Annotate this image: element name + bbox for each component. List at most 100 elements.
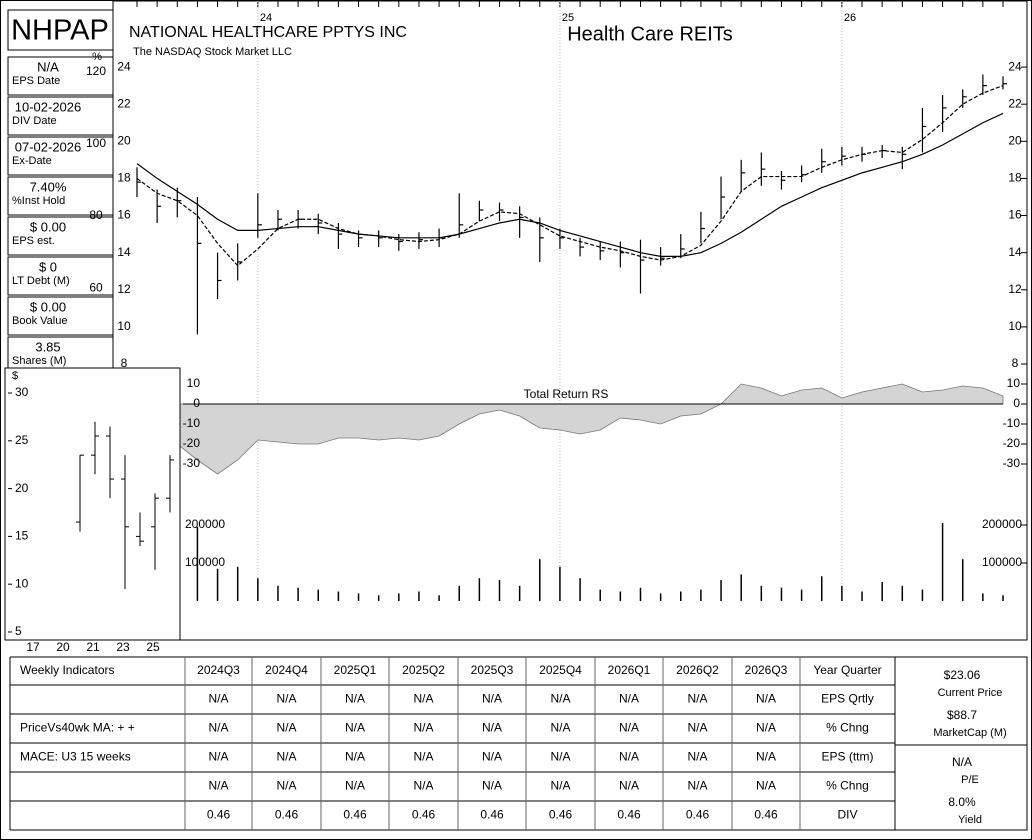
y-tick-label: 12 — [1008, 282, 1022, 296]
table-cell: N/A — [619, 692, 639, 706]
y-tick-label: 16 — [1008, 208, 1022, 222]
row-label: MACE: U3 15 weeks — [20, 750, 131, 764]
table-cell: 0.46 — [480, 808, 504, 822]
row-metric: % Chng — [826, 721, 869, 735]
y-tick-label: 18 — [117, 171, 131, 185]
summary-label: Current Price — [938, 687, 1003, 699]
table-cell: N/A — [550, 779, 570, 793]
table-header: 2024Q4 — [265, 663, 308, 677]
inset-box — [4, 367, 181, 641]
stat-value: N/A — [37, 59, 59, 74]
table-cell: N/A — [550, 721, 570, 735]
rs-tick-label: -20 — [1003, 436, 1021, 450]
industry: Health Care REITs — [567, 23, 733, 45]
summary-box — [894, 744, 1028, 831]
summary-value: $88.7 — [947, 708, 977, 722]
row-metric: % Chng — [826, 779, 869, 793]
table-header: 2024Q3 — [197, 663, 240, 677]
y-tick-label: 16 — [117, 208, 131, 222]
table-header: Weekly Indicators — [20, 663, 114, 677]
x-tick-label: 25 — [562, 12, 574, 24]
stat-value: $ 0 — [39, 259, 57, 274]
stat-box — [7, 96, 114, 136]
y-tick-label: 8 — [1012, 356, 1019, 370]
y-tick-label: 20 — [117, 133, 131, 147]
inset-tick-label: 20 — [15, 481, 29, 495]
table-cell: 0.46 — [617, 808, 641, 822]
ma40-line — [136, 112, 1004, 257]
table-cell: N/A — [345, 750, 365, 764]
table-cell: N/A — [413, 750, 433, 764]
inset-tick-label: 30 — [15, 385, 29, 399]
rs-tick-label: -10 — [1003, 416, 1021, 430]
stat-box — [7, 296, 114, 336]
table-cell: N/A — [687, 721, 707, 735]
table-cell: 0.46 — [412, 808, 436, 822]
rs-title: Total Return RS — [524, 387, 609, 401]
table-cell: 0.46 — [754, 808, 778, 822]
y2-tick-label: 60 — [89, 280, 103, 294]
summary-label: MarketCap (M) — [933, 727, 1006, 739]
table-cell: N/A — [619, 779, 639, 793]
inset-x-label: 17 — [26, 640, 40, 654]
table-cell: N/A — [756, 750, 776, 764]
table-cell: N/A — [276, 779, 296, 793]
table-cell: N/A — [482, 692, 502, 706]
row-metric: EPS (ttm) — [821, 750, 873, 764]
table-cell: N/A — [687, 779, 707, 793]
row-metric: DIV — [837, 808, 857, 822]
row-label: PriceVs40wk MA: + + — [20, 721, 135, 735]
inset-tick-label: 25 — [15, 433, 29, 447]
table-cell: N/A — [276, 692, 296, 706]
y-tick-label: 10 — [117, 319, 131, 333]
y2-axis-label: % — [92, 51, 102, 63]
summary-value: N/A — [952, 755, 972, 769]
table-cell: N/A — [756, 721, 776, 735]
summary-label: Yield — [958, 814, 982, 826]
y-tick-label: 22 — [117, 96, 131, 110]
stat-box — [7, 256, 114, 296]
stat-value: $ 0.00 — [30, 219, 66, 234]
table-cell: N/A — [550, 692, 570, 706]
rs-area — [136, 383, 1004, 475]
stat-label: Book Value — [12, 315, 67, 327]
rs-tick-label: 10 — [1007, 376, 1021, 390]
rs-tick-label: -30 — [183, 456, 201, 470]
table-cell: N/A — [687, 692, 707, 706]
y2-tick-label: 80 — [89, 208, 103, 222]
y-tick-label: 10 — [1008, 319, 1022, 333]
rs-tick-label: -20 — [183, 436, 201, 450]
table-header: 2026Q3 — [745, 663, 788, 677]
stat-value: 7.40% — [30, 179, 67, 194]
table-cell: N/A — [482, 721, 502, 735]
table-cell: N/A — [413, 692, 433, 706]
inset-x-label: 23 — [116, 640, 130, 654]
inset-x-label: 25 — [146, 640, 160, 654]
exchange: The NASDAQ Stock Market LLC — [133, 46, 292, 58]
table-cell: N/A — [550, 750, 570, 764]
row-metric: EPS Qrtly — [821, 692, 874, 706]
stat-label: Ex-Date — [12, 155, 52, 167]
stat-label: Shares (M) — [12, 355, 66, 367]
ticker-box — [7, 9, 114, 51]
stat-label: EPS Date — [12, 75, 60, 87]
table-cell: N/A — [208, 779, 228, 793]
ma10-line — [136, 85, 1004, 267]
table-cell: N/A — [345, 721, 365, 735]
y2-tick-label: 100 — [86, 136, 106, 150]
inset-axis-label: $ — [12, 370, 18, 382]
y2-tick-label: 120 — [86, 64, 106, 78]
stat-box — [7, 216, 114, 256]
stat-label: EPS est. — [12, 235, 55, 247]
rs-tick-label: 0 — [1013, 396, 1020, 410]
table-cell: N/A — [345, 692, 365, 706]
table-header: 2025Q1 — [334, 663, 377, 677]
table-header: 2026Q2 — [676, 663, 719, 677]
rs-tick-label: -10 — [183, 416, 201, 430]
table-cell: N/A — [413, 779, 433, 793]
y-tick-label: 24 — [117, 59, 131, 73]
table-cell: 0.46 — [686, 808, 710, 822]
stat-value: 10-02-2026 — [15, 99, 82, 114]
table-header: 2026Q1 — [608, 663, 651, 677]
rs-tick-label: 10 — [187, 376, 201, 390]
